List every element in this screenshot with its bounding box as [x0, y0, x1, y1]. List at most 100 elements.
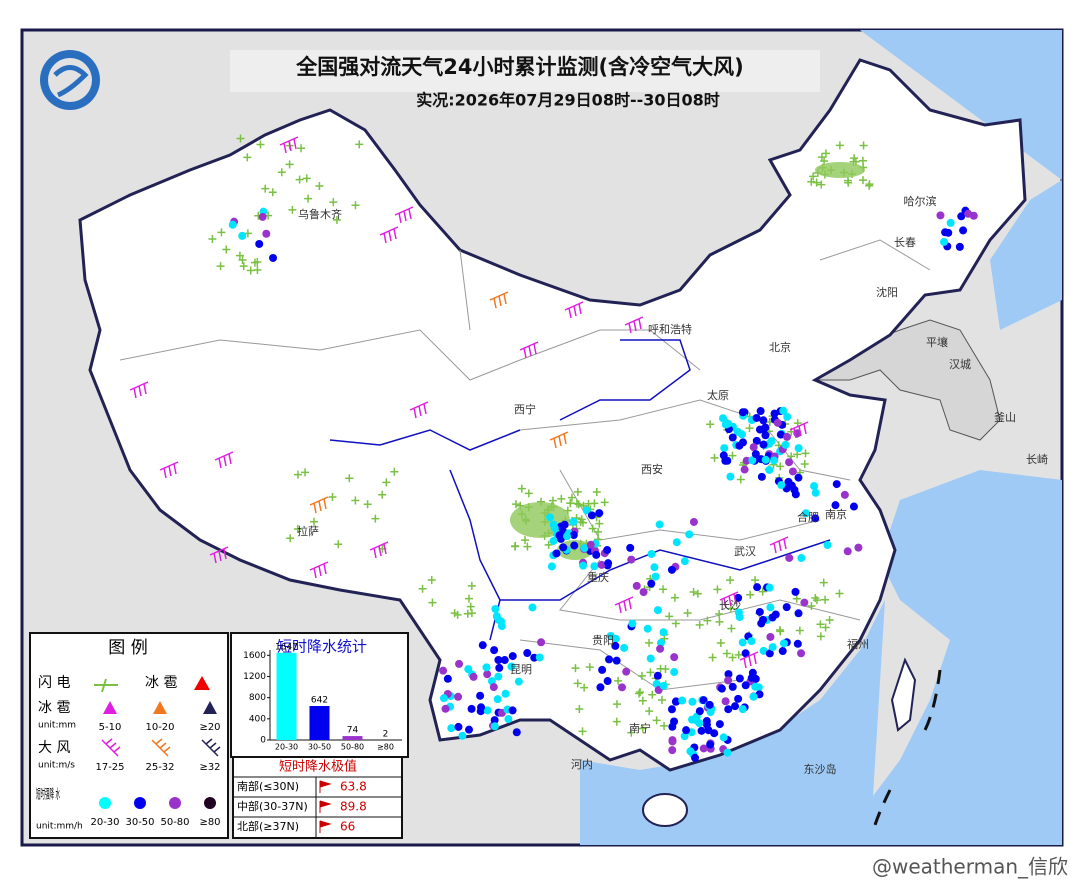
taiwan	[890, 657, 917, 732]
lightning-mark	[467, 581, 476, 590]
rain-mark	[523, 649, 532, 658]
rain-mark	[490, 716, 499, 725]
rain-mark	[494, 656, 503, 665]
legend-level-label: 10-20	[145, 722, 174, 733]
legend-hail-icon	[194, 676, 210, 690]
lightning-mark	[286, 534, 295, 543]
rain-mark	[770, 456, 779, 465]
rain-mark	[476, 691, 485, 700]
lightning-mark	[418, 584, 427, 593]
city-label: 武汉	[734, 545, 756, 558]
bar-value-label: 642	[311, 696, 328, 706]
rain-mark	[751, 674, 760, 683]
rain-mark	[699, 744, 708, 753]
city-label: 东沙岛	[804, 762, 837, 776]
rain-mark	[612, 656, 621, 665]
rain-mark	[752, 413, 761, 422]
rain-mark	[458, 731, 467, 740]
lightning-mark	[585, 663, 594, 672]
lightning-mark	[571, 664, 580, 673]
wind-mark	[739, 651, 759, 669]
rain-mark	[759, 646, 768, 655]
lightning-mark	[310, 517, 319, 526]
lightning-mark	[467, 609, 476, 618]
y-tick-label: 1200	[243, 672, 266, 682]
rain-mark	[618, 683, 627, 692]
city-label: 重庆	[587, 570, 609, 584]
rain-mark	[776, 430, 785, 439]
rain-mark	[940, 237, 949, 246]
rain-mark	[779, 406, 788, 415]
rain-mark	[768, 613, 777, 622]
nine-dash-line	[873, 669, 942, 826]
rain-mark	[507, 662, 516, 671]
rain-mark	[512, 728, 521, 737]
rain-mark	[606, 631, 615, 640]
y-tick-label: 1600	[243, 651, 266, 661]
rain-mark	[782, 603, 791, 612]
lightning-mark	[302, 174, 311, 183]
lightning-mark	[511, 542, 520, 551]
rain-mark	[759, 440, 768, 449]
rain-mark	[811, 488, 820, 497]
lightning-mark	[661, 664, 670, 673]
lightning-mark	[801, 449, 810, 458]
city-label: 沈阳	[876, 285, 898, 299]
rain-mark	[535, 653, 544, 662]
china-border	[78, 58, 1027, 772]
rain-mark	[692, 716, 701, 725]
rain-mark	[667, 565, 676, 574]
lightning-mark	[671, 619, 680, 628]
rain-mark	[622, 667, 631, 676]
x-tick-label: ≥80	[377, 743, 394, 752]
rain-mark	[478, 641, 487, 650]
legend-unit: unit:mm/h	[36, 822, 83, 832]
lightning-mark	[285, 160, 294, 169]
rain-mark	[964, 209, 973, 218]
rain-mark	[768, 643, 777, 652]
rain-mark	[749, 443, 758, 452]
rain-mark	[482, 663, 491, 672]
rain-mark	[680, 732, 689, 741]
bar	[342, 736, 363, 740]
wind-mark	[519, 341, 539, 359]
rain-mark	[688, 697, 697, 706]
rain-mark	[843, 547, 852, 556]
rain-mark	[797, 649, 806, 658]
lightning-mark	[588, 524, 597, 533]
wind-mark	[549, 431, 569, 449]
lightning-mark	[238, 255, 247, 264]
rain-mark	[454, 722, 463, 731]
legend-level-label: 50-80	[160, 817, 189, 828]
rain-mark	[840, 490, 849, 499]
city-label: 西安	[641, 462, 663, 476]
rain-mark	[728, 682, 737, 691]
lightning-mark	[645, 638, 654, 647]
rain-mark	[724, 705, 733, 714]
rain-mark	[643, 624, 652, 633]
legend-label: 大 风	[38, 740, 70, 756]
lightning-mark	[726, 576, 735, 585]
lightning-mark	[710, 453, 719, 462]
lightning-mark	[660, 721, 669, 730]
y-tick-label: 800	[249, 693, 266, 703]
rain-mark	[439, 694, 448, 703]
lightning-mark	[728, 653, 737, 662]
lightning-mark	[825, 615, 834, 624]
rain-mark	[761, 455, 770, 464]
legend-level-label: 20-30	[90, 817, 119, 828]
lightning-mark	[355, 140, 364, 149]
lightning-mark	[812, 596, 821, 605]
rain-mark	[783, 432, 792, 441]
rain-mark	[794, 444, 803, 453]
city-label: 呼和浩特	[648, 322, 692, 336]
rain-mark	[490, 646, 499, 655]
lightning-mark	[865, 181, 874, 190]
lightning-mark	[517, 484, 526, 493]
lightning-mark	[706, 420, 715, 429]
lightning-mark	[243, 153, 252, 162]
lightning-mark	[573, 487, 582, 496]
lightning-mark	[378, 490, 387, 499]
lightning-mark	[239, 262, 248, 271]
legend-rain-icon	[169, 797, 181, 809]
